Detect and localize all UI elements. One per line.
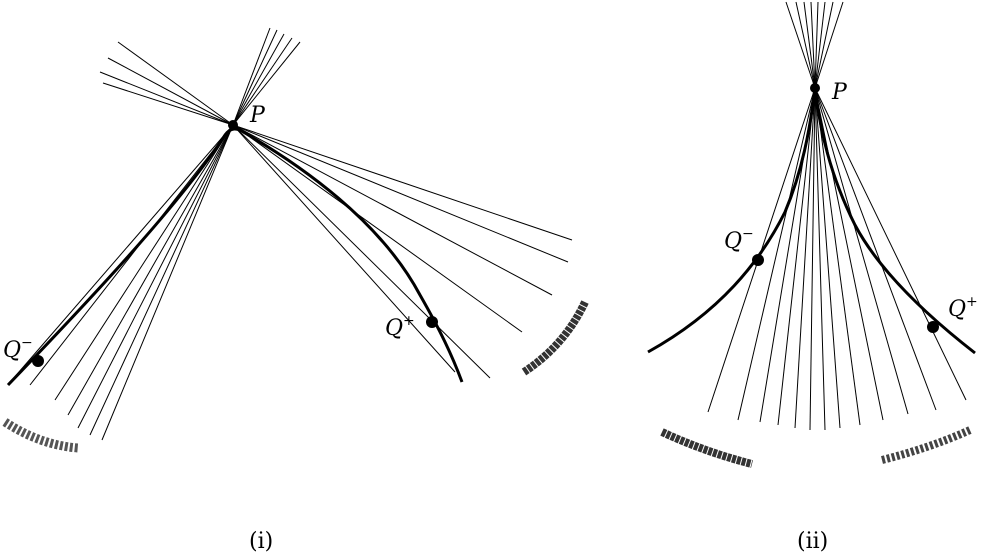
panel-i-right-rays xyxy=(232,124,573,379)
panel-i: P Q− Q+ (i) xyxy=(2,27,589,553)
panel-ii-lower-fan xyxy=(707,87,967,431)
panel-i-upper-left-rays xyxy=(99,41,234,126)
ray xyxy=(814,87,826,431)
ray xyxy=(777,87,816,426)
panel-i-left-smudge xyxy=(2,418,79,453)
caption-ii: (ii) xyxy=(797,529,828,553)
ray xyxy=(809,87,816,431)
ray xyxy=(232,124,553,296)
panel-i-upper-bundle xyxy=(232,27,301,126)
ray xyxy=(814,87,909,415)
ray xyxy=(232,33,285,126)
label-q-plus-i-main: Q xyxy=(385,316,403,341)
ray xyxy=(810,1,816,89)
ray xyxy=(29,124,234,386)
ray xyxy=(814,1,819,89)
ray xyxy=(794,87,816,429)
label-p-i: P xyxy=(249,103,266,128)
ray xyxy=(737,87,816,421)
ray xyxy=(814,87,841,429)
panel-ii: P Q− Q+ (ii) xyxy=(647,1,978,553)
label-q-minus-i-main: Q xyxy=(3,338,21,363)
label-q-plus-ii-main: Q xyxy=(948,297,966,322)
panel-ii-top-bundle xyxy=(785,1,844,89)
ray xyxy=(11,124,234,381)
label-p-ii: P xyxy=(831,80,848,105)
ray xyxy=(102,82,234,126)
point-q-minus-ii xyxy=(752,254,764,266)
panel-i-curve xyxy=(6,127,464,387)
ray xyxy=(232,124,573,241)
ray xyxy=(814,87,861,426)
panel-ii-right-smudge xyxy=(881,426,972,464)
label-q-plus-ii: Q+ xyxy=(948,294,978,322)
label-q-plus-ii-sup: + xyxy=(966,294,978,310)
ray xyxy=(67,124,234,416)
point-p-i xyxy=(228,120,238,130)
ray xyxy=(99,71,234,126)
ray xyxy=(117,41,234,126)
panel-ii-left-smudge xyxy=(660,428,753,468)
ray xyxy=(814,1,834,89)
ray xyxy=(232,29,278,126)
label-q-minus-i-sup: − xyxy=(21,335,33,351)
ray xyxy=(232,37,293,126)
point-q-minus-i xyxy=(32,355,44,367)
ray xyxy=(89,124,234,436)
label-q-minus-ii-main: Q xyxy=(724,229,742,254)
ray xyxy=(232,124,491,379)
ray xyxy=(107,57,234,126)
ray xyxy=(795,1,816,89)
ray xyxy=(814,87,937,411)
caption-i: (i) xyxy=(249,529,273,553)
label-q-minus-ii: Q− xyxy=(724,226,754,254)
ray xyxy=(77,124,234,429)
ray xyxy=(101,124,234,441)
ray xyxy=(814,1,826,89)
ray xyxy=(232,41,301,126)
label-q-minus-ii-sup: − xyxy=(742,226,754,242)
label-q-plus-i: Q+ xyxy=(385,313,415,341)
point-q-plus-i xyxy=(426,316,438,328)
label-q-minus-i: Q− xyxy=(3,335,33,363)
ray xyxy=(232,124,456,373)
point-p-ii xyxy=(810,83,820,93)
ray xyxy=(232,27,271,126)
ray xyxy=(803,1,816,89)
ray xyxy=(232,124,569,263)
label-q-plus-i-sup: + xyxy=(403,313,415,329)
ray xyxy=(785,1,816,89)
ray xyxy=(814,87,967,401)
ray xyxy=(232,124,523,333)
ray xyxy=(54,124,234,401)
panel-i-right-smudge xyxy=(521,300,589,376)
ray xyxy=(814,1,844,89)
point-q-plus-ii xyxy=(927,321,939,333)
panel-i-lower-left-rays xyxy=(11,124,234,441)
